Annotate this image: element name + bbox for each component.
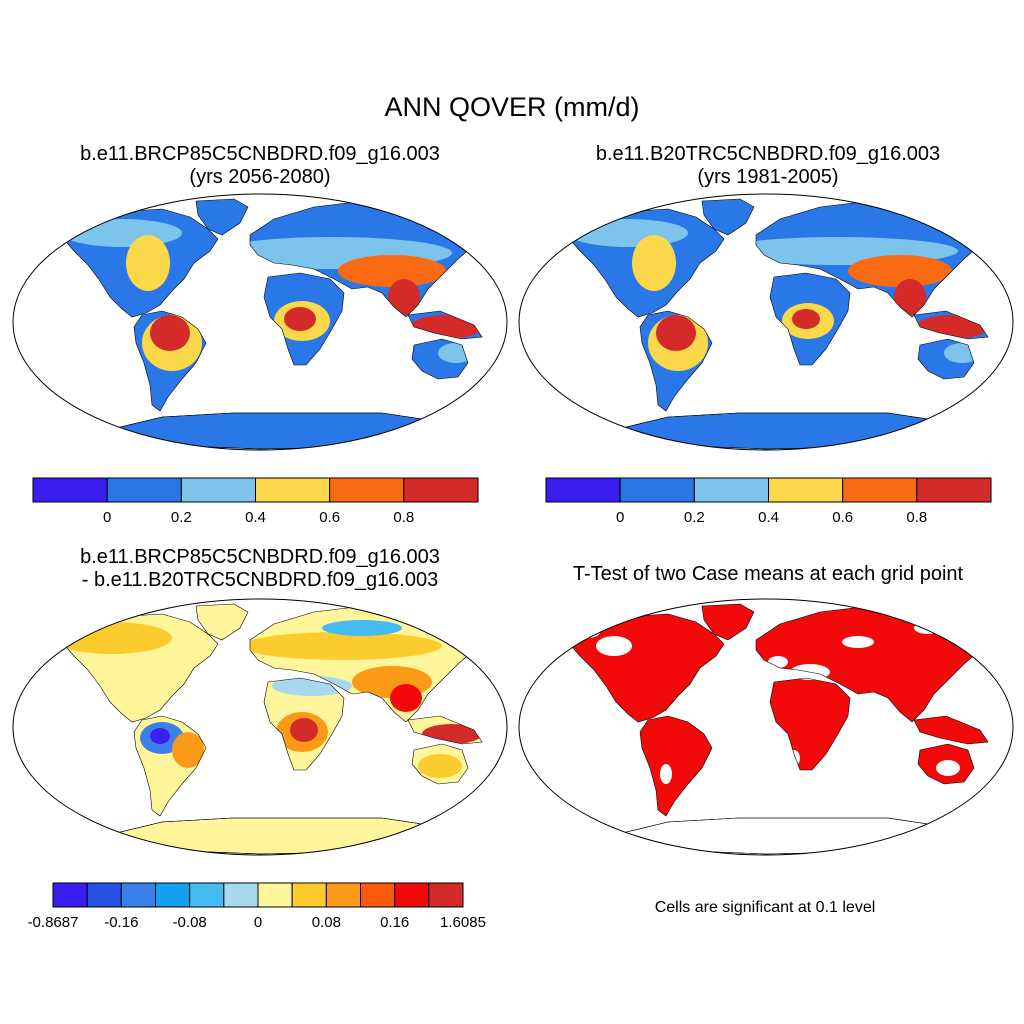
panel-title-ttest: T-Test of two Case means at each grid po… <box>528 563 1008 586</box>
colorbar-tick-label: 0.8 <box>906 509 927 526</box>
colorbar-swatch <box>768 477 844 503</box>
panel-title-control: b.e11.B20TRC5CNBDRD.f09_g16.003 (yrs 198… <box>548 143 988 189</box>
panel-title-case-line2: (yrs 2056-2080) <box>189 166 331 188</box>
colorbar-swatch <box>106 477 182 503</box>
colorbar-tick-label: 0.16 <box>380 914 409 931</box>
colorbar-tick-label: 0.08 <box>312 914 341 931</box>
colorbar-swatch <box>329 477 405 503</box>
colorbar-swatch <box>32 477 108 503</box>
colorbar-swatch <box>545 477 621 503</box>
colorbar-swatch <box>155 882 191 908</box>
panel-title-ttest-line1: T-Test of two Case means at each grid po… <box>572 563 964 585</box>
panel-title-difference-line1: b.e11.BRCP85C5CNBDRD.f09_g16.003 <box>80 546 440 568</box>
panel-title-difference: b.e11.BRCP85C5CNBDRD.f09_g16.003 - b.e11… <box>40 546 480 592</box>
colorbar-tick-label: 0.6 <box>319 509 340 526</box>
colorbar-control: 0 0.2 0.4 0.6 0.8 <box>545 477 992 526</box>
colorbar-tick-label: 1.6085 <box>440 914 486 931</box>
colorbar-tick-label: 0 <box>254 914 262 931</box>
map-panel-difference <box>12 598 508 856</box>
colorbar-swatch <box>291 882 327 908</box>
map-panel-control <box>518 193 1014 451</box>
colorbar-tick-label: -0.8687 <box>28 914 79 931</box>
figure-title: ANN QOVER (mm/d) <box>384 92 640 122</box>
colorbar-swatch <box>86 882 122 908</box>
colorbar-swatch <box>223 882 259 908</box>
colorbar-swatch <box>428 882 464 908</box>
colorbar-tick-label: -0.08 <box>173 914 207 931</box>
colorbar-tick-label: 0.4 <box>245 509 266 526</box>
colorbar-tick-label: 0 <box>616 509 624 526</box>
map-control-land <box>565 198 995 450</box>
colorbar-swatch <box>180 477 256 503</box>
colorbar-swatch <box>189 882 225 908</box>
map-panel-case <box>12 193 508 451</box>
map-ttest-land <box>565 603 995 855</box>
colorbar-swatch <box>619 477 695 503</box>
colorbar-swatch <box>916 477 992 503</box>
colorbar-tick-label: 0.4 <box>758 509 779 526</box>
map-case-land <box>59 198 489 450</box>
colorbar-tick-label: 0 <box>103 509 111 526</box>
colorbar-swatch <box>52 882 88 908</box>
colorbar-difference: -0.8687 -0.16 -0.08 0 0.08 0.16 1.6085 <box>28 882 486 931</box>
colorbar-swatch <box>257 882 293 908</box>
colorbar-tick-label: 0.2 <box>684 509 705 526</box>
colorbar-tick-label: -0.16 <box>104 914 138 931</box>
colorbar-swatch <box>120 882 157 908</box>
panel-title-control-line1: b.e11.B20TRC5CNBDRD.f09_g16.003 <box>595 143 941 165</box>
colorbar-tick-label: 0.8 <box>393 509 414 526</box>
significance-note: Cells are significant at 0.1 level <box>654 899 876 916</box>
colorbar-swatch <box>693 477 769 503</box>
panel-title-control-line2: (yrs 1981-2005) <box>697 166 839 188</box>
panel-title-case: b.e11.BRCP85C5CNBDRD.f09_g16.003 (yrs 20… <box>40 143 480 189</box>
colorbar-tick-label: 0.2 <box>171 509 192 526</box>
colorbar-swatch <box>403 477 479 503</box>
panel-title-case-line1: b.e11.BRCP85C5CNBDRD.f09_g16.003 <box>80 143 440 165</box>
colorbar-tick-label: 0.6 <box>832 509 853 526</box>
panel-title-difference-line2: - b.e11.B20TRC5CNBDRD.f09_g16.003 <box>81 569 439 591</box>
colorbar-swatch <box>325 882 362 908</box>
colorbar-swatch <box>394 882 430 908</box>
colorbar-swatch <box>842 477 918 503</box>
colorbar-swatch <box>360 882 396 908</box>
map-panel-ttest <box>518 598 1014 856</box>
colorbar-case: 0 0.2 0.4 0.6 0.8 <box>32 477 479 526</box>
map-difference-land <box>59 603 489 855</box>
colorbar-swatch <box>255 477 331 503</box>
